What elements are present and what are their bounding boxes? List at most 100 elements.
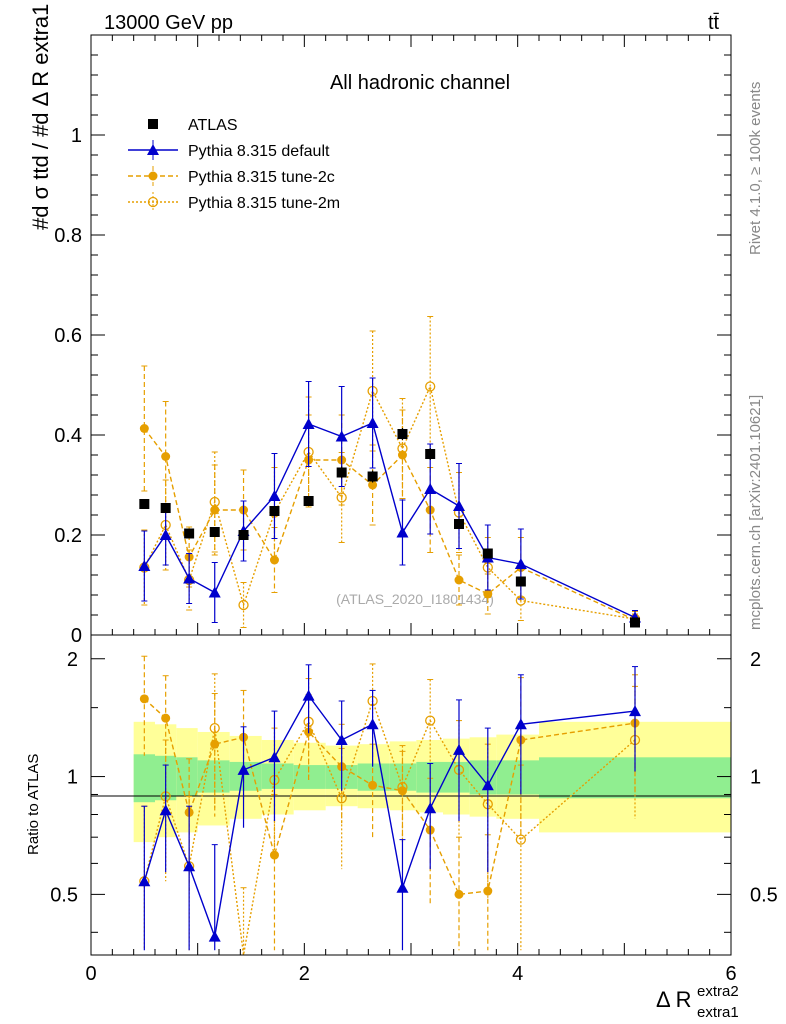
ratio-line xyxy=(143,698,636,896)
data-point xyxy=(209,527,220,537)
ratio-bands xyxy=(133,721,731,843)
data-point xyxy=(396,526,409,538)
legend-label: Pythia 8.315 default xyxy=(188,143,330,160)
data-point xyxy=(302,418,315,429)
energy-label: 13000 GeV pp xyxy=(104,12,233,34)
ratio-ylabel: Ratio to ATLAS xyxy=(25,754,42,855)
ratio-point xyxy=(210,739,220,749)
main-y-tick-label: 0.2 xyxy=(54,525,82,547)
data-point xyxy=(397,450,407,460)
legend-entry-3: Pythia 8.315 tune-2m xyxy=(128,192,340,212)
green-band xyxy=(229,761,262,791)
data-point xyxy=(160,503,171,513)
legend-entry-1: Pythia 8.315 default xyxy=(128,140,330,160)
x-tick-label: 0 xyxy=(85,963,96,985)
ratio-point xyxy=(366,718,379,730)
legend-marker xyxy=(147,196,159,208)
chart-title: All hadronic channel xyxy=(330,72,510,94)
ratio-point xyxy=(481,779,494,791)
data-point xyxy=(367,471,378,482)
data-point xyxy=(425,381,436,392)
data-point xyxy=(139,499,150,509)
main-ylabel-text: #d σ ttd / #d Δ R extra1 extra2 xyxy=(28,0,53,230)
x-axis-label: Δ R extra2 extra1 xyxy=(656,983,739,1021)
main-ylabel: #d σ ttd / #d Δ R extra1 extra2 xyxy=(28,0,53,230)
ratio-panel: 0.5 0.5 1 1 2 2 xyxy=(50,634,778,956)
ratio-data xyxy=(138,655,641,956)
ratio-y-ticks: 0.5 0.5 1 1 2 2 xyxy=(50,649,778,933)
main-y-tick-label: 1 xyxy=(71,125,82,147)
legend-label: ATLAS xyxy=(188,117,238,134)
ratio-point xyxy=(396,881,409,893)
ratio-y-tick-label: 1 xyxy=(67,767,78,789)
legend-label: Pythia 8.315 tune-2m xyxy=(188,195,340,212)
series-line xyxy=(143,384,636,620)
legend-marker xyxy=(147,144,159,155)
data-point xyxy=(454,575,464,585)
data-point xyxy=(454,519,464,529)
ratio-point xyxy=(335,734,348,746)
ratio-point xyxy=(629,705,641,717)
main-panel: All hadronic channel (ATLAS_2020_I180143… xyxy=(54,34,732,647)
data-point xyxy=(335,430,348,442)
data-point xyxy=(138,560,151,571)
data-point xyxy=(482,548,493,559)
data-point xyxy=(336,467,347,478)
data-point xyxy=(515,576,526,587)
ratio-point xyxy=(368,780,378,790)
data-point xyxy=(210,505,220,515)
main-frame xyxy=(90,34,732,636)
ratio-point xyxy=(161,713,171,723)
ratio-y-tick-label-right: 2 xyxy=(750,649,761,671)
data-point xyxy=(159,529,172,540)
x-tick-label: 6 xyxy=(725,963,736,985)
main-data xyxy=(138,316,641,628)
ratio-point xyxy=(268,751,281,763)
data-point xyxy=(453,500,465,511)
ratio-point xyxy=(424,802,437,814)
ratio-point xyxy=(514,718,527,730)
ratio-point xyxy=(237,763,250,775)
x-tick-label: 4 xyxy=(512,963,523,985)
data-point xyxy=(238,530,249,540)
x-tick-label: 2 xyxy=(299,963,310,985)
ratio-point xyxy=(183,860,196,872)
legend-label: Pythia 8.315 tune-2c xyxy=(188,169,335,186)
data-point xyxy=(483,589,493,599)
main-y-tick-label: 0.6 xyxy=(54,325,82,347)
data-point xyxy=(368,480,378,490)
data-point xyxy=(630,617,640,628)
legend-marker xyxy=(148,119,158,129)
series-line xyxy=(143,422,636,619)
ratio-point xyxy=(515,834,527,845)
analysis-watermark: (ATLAS_2020_I1801434) xyxy=(336,591,494,607)
green-band xyxy=(293,765,326,789)
ratio-point xyxy=(397,786,407,796)
data-point xyxy=(366,417,379,428)
ratio-point xyxy=(208,930,221,942)
ratio-line xyxy=(143,698,636,956)
data-point xyxy=(303,496,314,506)
ratio-y-tick-label: 0.5 xyxy=(50,884,78,906)
data-point xyxy=(161,452,171,461)
ratio-y-tick-label-right: 1 xyxy=(750,767,761,789)
data-point xyxy=(425,449,436,459)
data-point xyxy=(336,492,347,503)
main-y-tick-label: 0.4 xyxy=(54,425,82,447)
data-point xyxy=(238,599,249,611)
ratio-point xyxy=(454,889,464,899)
data-point xyxy=(397,429,408,439)
ratio-point xyxy=(139,694,149,704)
ratio-y-tick-label: 2 xyxy=(67,649,78,671)
green-band xyxy=(176,757,198,797)
data-point xyxy=(269,506,280,516)
ratio-point xyxy=(159,804,172,816)
x-label-main: Δ R xyxy=(656,987,691,1012)
x-ticks: 0 2 4 6 xyxy=(85,35,737,985)
ratio-point xyxy=(483,886,493,896)
ratio-y-tick-label-right: 0.5 xyxy=(750,884,778,906)
data-point xyxy=(514,558,527,569)
ratio-series-1 xyxy=(138,664,641,951)
legend-marker xyxy=(148,171,158,181)
